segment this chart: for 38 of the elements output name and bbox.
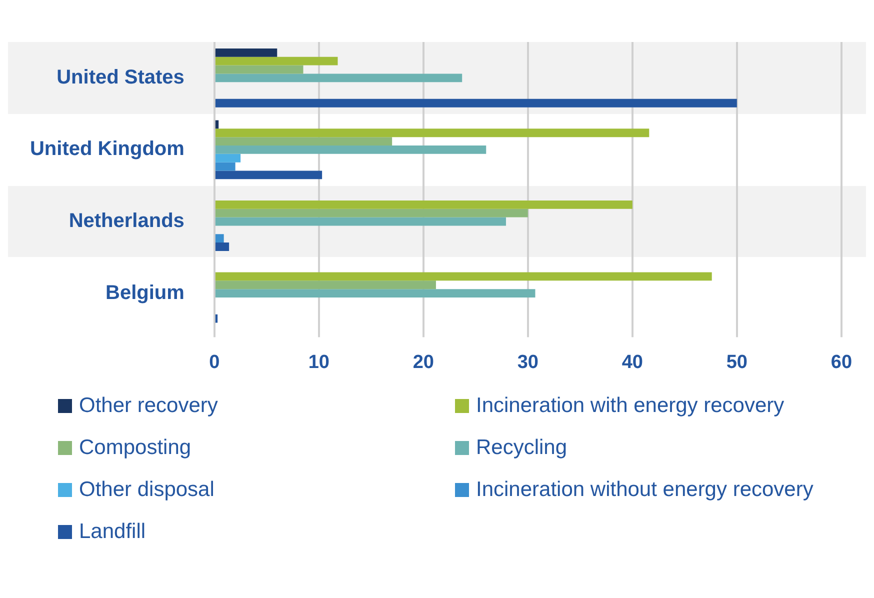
bar	[215, 56, 338, 66]
bar	[215, 280, 436, 290]
bar	[215, 98, 737, 108]
legend-label: Incineration with energy recovery	[476, 394, 784, 418]
bar	[215, 65, 304, 74]
bar	[215, 200, 632, 209]
x-tick-label: 60	[830, 352, 852, 373]
legend-label: Composting	[79, 436, 192, 460]
bar	[215, 48, 278, 57]
bar	[215, 234, 224, 243]
bar	[215, 128, 650, 138]
bar	[215, 145, 486, 154]
bar	[215, 217, 506, 226]
x-tick-label: 40	[622, 352, 643, 373]
y-tick-label: Netherlands	[68, 210, 184, 232]
legend-label: Incineration without energy recovery	[476, 478, 814, 502]
legend-label: Recycling	[476, 436, 568, 460]
y-tick-label: Belgium	[106, 282, 184, 304]
bar	[215, 289, 536, 298]
bar	[215, 272, 712, 281]
x-tick-label: 0	[209, 352, 220, 373]
x-tick-label: 30	[517, 352, 538, 373]
x-tick-label: 10	[308, 352, 330, 373]
x-tick-label: 50	[726, 352, 748, 373]
bar	[215, 162, 236, 171]
bar	[215, 74, 462, 82]
y-tick-label: United Kingdom	[30, 138, 184, 160]
legend-label: Other disposal	[79, 478, 214, 502]
bar	[215, 242, 230, 251]
bar	[215, 154, 241, 162]
bar	[215, 120, 219, 129]
bar	[215, 208, 528, 218]
legend-label: Other recovery	[79, 394, 218, 418]
bar	[215, 170, 322, 180]
y-tick-label: United States	[56, 66, 184, 88]
bar	[215, 137, 392, 146]
x-tick-label: 20	[412, 352, 434, 373]
legend-label: Landfill	[79, 520, 146, 544]
